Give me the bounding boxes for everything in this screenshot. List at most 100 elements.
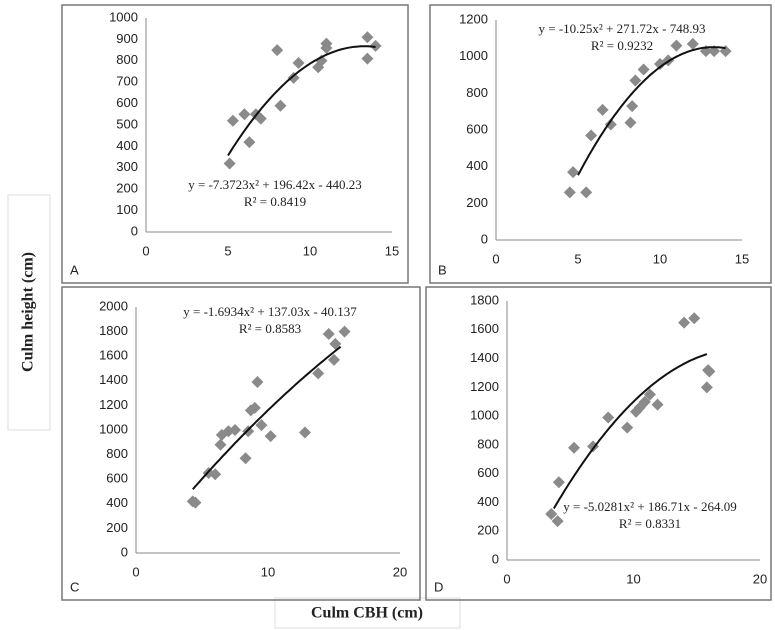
x-tick-label: 0 bbox=[132, 564, 139, 579]
point bbox=[361, 52, 374, 65]
point bbox=[320, 41, 333, 54]
trend-line bbox=[192, 345, 342, 490]
point bbox=[638, 395, 651, 408]
y-tick-label: 200 bbox=[466, 195, 488, 210]
r-squared: R² = 0.8419 bbox=[244, 194, 306, 209]
r-squared: R² = 0.8583 bbox=[239, 321, 301, 336]
point bbox=[328, 353, 340, 366]
y-tick-label: 300 bbox=[116, 159, 138, 174]
point bbox=[686, 37, 699, 50]
x-tick-label: 5 bbox=[224, 243, 231, 258]
panel-label: D bbox=[434, 579, 443, 594]
r-squared: R² = 0.9232 bbox=[591, 38, 653, 53]
point bbox=[624, 116, 637, 129]
panel-frame bbox=[429, 4, 772, 284]
point bbox=[298, 426, 311, 439]
r-squared: R² = 0.8331 bbox=[619, 516, 681, 531]
x-tick-label: 20 bbox=[393, 564, 407, 579]
point bbox=[369, 39, 382, 52]
y-tick-label: 400 bbox=[116, 138, 138, 153]
point bbox=[248, 401, 261, 414]
y-tick-label: 1600 bbox=[99, 348, 128, 363]
point bbox=[238, 108, 251, 121]
x-tick-label: 15 bbox=[735, 251, 749, 266]
y-tick-label: 200 bbox=[106, 520, 128, 535]
y-tick-label: 600 bbox=[116, 95, 138, 110]
point bbox=[545, 507, 558, 520]
point bbox=[312, 367, 325, 380]
y-tick-label: 0 bbox=[121, 544, 128, 559]
point bbox=[567, 166, 580, 179]
point bbox=[596, 103, 609, 116]
y-tick-label: 1400 bbox=[470, 350, 499, 365]
point bbox=[292, 56, 305, 69]
y-tick-label: 1000 bbox=[459, 48, 488, 63]
point bbox=[329, 337, 342, 350]
x-tick-label: 15 bbox=[385, 243, 399, 258]
point bbox=[255, 419, 268, 432]
y-tick-label: 800 bbox=[466, 85, 488, 100]
panel-frame bbox=[61, 4, 409, 284]
x-tick-label: 10 bbox=[626, 571, 640, 586]
y-tick-label: 400 bbox=[466, 158, 488, 173]
panel-frame bbox=[61, 286, 421, 601]
y-tick-label: 600 bbox=[477, 465, 499, 480]
x-tick-label: 0 bbox=[492, 251, 499, 266]
point bbox=[563, 186, 576, 199]
point bbox=[274, 99, 287, 112]
point bbox=[602, 411, 615, 424]
panel-label: C bbox=[70, 579, 79, 594]
y-tick-label: 1200 bbox=[470, 379, 499, 394]
y-tick-label: 200 bbox=[116, 181, 138, 196]
equation: y = -1.6934x² + 137.03x - 40.137 bbox=[183, 304, 357, 319]
xlabel-box bbox=[274, 597, 461, 629]
point bbox=[604, 118, 617, 131]
point bbox=[239, 452, 252, 465]
y-tick-label: 0 bbox=[492, 551, 499, 566]
x-tick-label: 10 bbox=[303, 243, 317, 258]
point bbox=[585, 129, 598, 142]
y-tick-label: 1800 bbox=[470, 292, 499, 307]
y-tick-label: 400 bbox=[106, 495, 128, 510]
x-tick-label: 0 bbox=[503, 571, 510, 586]
y-axis-title: Culm height (cm) bbox=[20, 252, 37, 372]
y-tick-label: 1000 bbox=[99, 421, 128, 436]
point bbox=[322, 328, 335, 341]
y-tick-label: 1400 bbox=[99, 372, 128, 387]
y-tick-label: 800 bbox=[116, 52, 138, 67]
y-tick-label: 0 bbox=[131, 223, 138, 238]
point bbox=[243, 136, 256, 149]
point bbox=[552, 476, 565, 489]
y-tick-label: 2000 bbox=[99, 298, 128, 313]
x-tick-label: 10 bbox=[653, 251, 667, 266]
y-tick-label: 1200 bbox=[459, 11, 488, 26]
y-tick-label: 200 bbox=[477, 523, 499, 538]
point bbox=[700, 381, 713, 394]
y-tick-label: 1000 bbox=[109, 9, 138, 24]
y-tick-label: 600 bbox=[106, 471, 128, 486]
y-tick-label: 800 bbox=[477, 436, 499, 451]
point bbox=[209, 468, 222, 481]
point bbox=[678, 316, 691, 329]
point bbox=[568, 441, 581, 454]
point bbox=[551, 515, 564, 528]
point bbox=[251, 376, 264, 389]
y-tick-label: 400 bbox=[477, 494, 499, 509]
trend-line bbox=[227, 45, 376, 157]
point bbox=[580, 186, 593, 199]
point bbox=[670, 39, 683, 52]
point bbox=[271, 44, 284, 57]
point bbox=[703, 365, 716, 378]
equation: y = -5.0281x² + 186.71x - 264.09 bbox=[563, 499, 736, 514]
y-tick-label: 1200 bbox=[99, 397, 128, 412]
y-tick-label: 1800 bbox=[99, 323, 128, 338]
point bbox=[688, 312, 701, 325]
point bbox=[226, 114, 239, 127]
x-axis-title: Culm CBH (cm) bbox=[311, 605, 423, 622]
y-tick-label: 500 bbox=[116, 116, 138, 131]
point bbox=[637, 63, 650, 76]
point bbox=[214, 438, 227, 451]
point bbox=[287, 71, 300, 84]
y-tick-label: 1000 bbox=[470, 408, 499, 423]
y-tick-label: 700 bbox=[116, 74, 138, 89]
